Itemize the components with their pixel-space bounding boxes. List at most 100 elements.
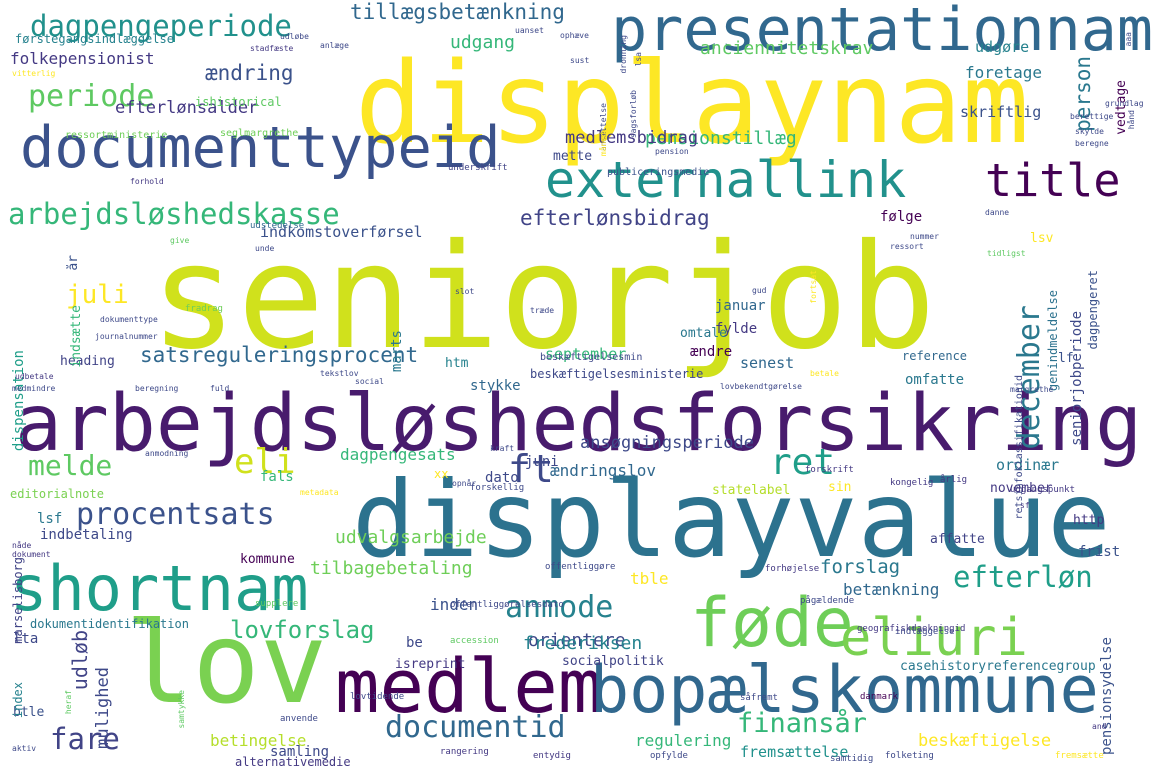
word-cloud-word: september xyxy=(545,345,627,363)
word-cloud-word: lsf xyxy=(37,511,63,527)
word-cloud-word: displayvalue xyxy=(352,459,1111,581)
word-cloud-word: finansår xyxy=(737,708,868,739)
word-cloud-word: sust xyxy=(570,56,590,65)
word-cloud-word: lf xyxy=(1058,351,1074,366)
word-cloud-word: sf xyxy=(1020,501,1030,510)
word-cloud-word: affatte xyxy=(930,532,985,547)
word-cloud-word: dokumenttype xyxy=(100,315,158,324)
word-cloud-word: be xyxy=(406,635,423,651)
word-cloud-word: træde xyxy=(530,306,555,315)
word-cloud-word: såfremt xyxy=(740,693,778,703)
word-cloud-word: aaa xyxy=(1124,32,1133,47)
word-cloud-word: ændre xyxy=(690,344,733,360)
word-cloud-word: beskæftigelsesmin xyxy=(540,352,643,363)
word-cloud-word: lsv xyxy=(1030,231,1054,246)
word-cloud-word: forhold xyxy=(130,177,164,186)
word-cloud-word: tilbagebetaling xyxy=(310,558,473,579)
word-cloud-word: vitterlig xyxy=(12,69,56,78)
word-cloud-word: tidligst xyxy=(987,249,1026,258)
word-cloud-word: fremsætte xyxy=(1055,751,1104,761)
word-cloud-word: nummer xyxy=(910,232,939,241)
word-cloud-word: pågældende xyxy=(800,596,855,606)
word-cloud-word: anlæge xyxy=(320,41,349,50)
word-cloud-word: måned xyxy=(599,132,608,157)
word-cloud-word: førstegangsindlæggelse xyxy=(15,32,174,46)
word-cloud-word: anmodning xyxy=(145,449,189,458)
word-cloud-word: folketing xyxy=(885,751,934,761)
word-cloud-word: seniorjobperiode xyxy=(1069,311,1085,446)
word-cloud-word: bopælskommune xyxy=(590,653,1099,728)
word-cloud-word: genindmeldelse xyxy=(1046,290,1060,392)
word-cloud-word: beregning xyxy=(135,384,179,393)
word-cloud-word: accession xyxy=(450,636,499,646)
word-cloud-word: journalnummer xyxy=(95,332,158,341)
word-cloud-word: omtale xyxy=(680,326,727,341)
word-cloud-word: samling xyxy=(270,744,330,760)
word-cloud-word: reference xyxy=(902,349,968,363)
word-cloud-word: forslag xyxy=(820,556,901,578)
word-cloud-word: dagpengeret xyxy=(1086,270,1100,350)
word-cloud-word: ansøgningsperiode xyxy=(580,433,754,453)
word-cloud-word: januar xyxy=(715,298,766,314)
word-cloud-word: skriftlig xyxy=(960,103,1042,121)
word-cloud-word: ændringslov xyxy=(550,461,656,480)
word-cloud-word: grundlag xyxy=(1105,99,1144,108)
word-cloud-word: følge xyxy=(880,209,923,225)
word-cloud-word: heading xyxy=(60,354,115,369)
word-cloud-word: pension xyxy=(655,147,689,156)
word-cloud-word: htm xyxy=(445,356,469,371)
word-cloud-word: indbetaling xyxy=(40,527,133,543)
word-cloud-word: inden xyxy=(430,595,479,614)
word-cloud-word: indkomstoverførsel xyxy=(260,223,423,241)
word-cloud-word: omfatte xyxy=(905,372,965,388)
word-cloud-word: lta xyxy=(13,631,39,647)
word-cloud-word: unde xyxy=(255,244,275,253)
word-cloud-word: arbejdsløshedskasse xyxy=(8,197,340,231)
word-cloud-word: fylde xyxy=(715,321,758,337)
word-cloud-word: lovbekendtgørelse xyxy=(720,382,802,391)
word-cloud-word: satsreguleringsprocent xyxy=(140,343,419,367)
word-cloud-word: årlig xyxy=(940,475,968,485)
word-cloud-word: år xyxy=(66,255,81,271)
word-cloud-word: stykke xyxy=(470,378,521,394)
word-cloud-word: arbejdsløshedsforsikring xyxy=(15,379,1143,469)
word-cloud-word: anvende xyxy=(280,714,318,724)
word-cloud-word: pensionstillæg xyxy=(645,128,797,149)
word-cloud-word: sagsforløb xyxy=(629,90,638,139)
word-cloud-word: danmark xyxy=(860,692,898,702)
word-cloud-word: shortnam xyxy=(10,552,309,625)
word-cloud-word: folkepensionist xyxy=(10,49,155,68)
word-cloud-word: social xyxy=(355,377,384,386)
word-cloud-word: skylde xyxy=(1075,127,1104,136)
word-cloud-word: frist xyxy=(1078,544,1121,560)
word-cloud-word: foretage xyxy=(965,63,1043,82)
word-cloud-word: ordinær xyxy=(996,456,1060,474)
word-cloud-word: sin xyxy=(828,480,852,495)
word-cloud-word: ishistorical xyxy=(195,95,282,109)
word-cloud-word: ophæve xyxy=(560,31,589,40)
word-cloud-word: alternativemedie xyxy=(235,755,351,769)
word-cloud-word: seniorjob xyxy=(150,213,936,382)
word-cloud-word: ressort xyxy=(890,242,924,251)
word-cloud-word: beregne xyxy=(1075,139,1109,148)
word-cloud-word: betænkning xyxy=(843,580,940,599)
word-cloud-word: beskæftigelse xyxy=(918,731,1052,751)
word-cloud-word: dokument xyxy=(12,550,51,559)
word-cloud-word: isreprint xyxy=(395,657,466,672)
word-cloud-word: melde xyxy=(28,449,113,482)
word-cloud-word: samtykke xyxy=(177,690,186,729)
word-cloud-word: berettige xyxy=(1070,112,1114,121)
word-cloud-word: title xyxy=(985,154,1121,207)
word-cloud-word: ft xyxy=(508,447,554,491)
word-cloud-word: ret xyxy=(770,442,836,483)
word-cloud-word: fremsættelse xyxy=(740,743,849,761)
word-cloud-word: underskrift xyxy=(448,163,508,173)
word-cloud-word: dispensation xyxy=(11,350,27,452)
word-cloud-word: regulering xyxy=(635,731,732,750)
word-cloud-word: displaynam xyxy=(355,39,1030,169)
word-cloud-word: documentid xyxy=(385,710,566,745)
word-cloud-word: eli xyxy=(234,442,296,482)
word-cloud-word: dagpengesats xyxy=(340,445,456,464)
word-cloud-word: efterlønsbidrag xyxy=(520,206,710,230)
word-cloud-word: metadata xyxy=(300,488,339,497)
